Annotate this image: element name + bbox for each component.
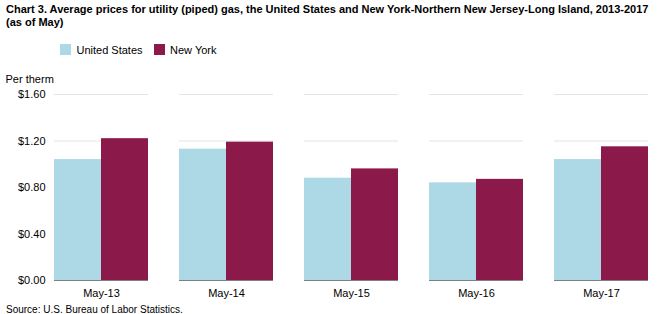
svg-text:$1.20: $1.20 xyxy=(18,134,46,146)
svg-text:May-16: May-16 xyxy=(458,287,495,299)
svg-text:$0.40: $0.40 xyxy=(18,227,46,239)
svg-text:May-15: May-15 xyxy=(333,287,370,299)
html-text:Source: U.S. Bureau of Labor S: Source: U.S. Bureau of Labor Statistics. xyxy=(6,303,183,314)
svg-text:May-13: May-13 xyxy=(83,287,120,299)
svg-text:May-14: May-14 xyxy=(208,287,245,299)
svg-text:$0.80: $0.80 xyxy=(18,181,46,193)
html-text:United States: United States xyxy=(76,43,143,56)
svg-text:Per therm: Per therm xyxy=(6,73,54,85)
svg-text:$1.60: $1.60 xyxy=(18,88,46,100)
html-text:Chart 3. Average prices for ut: Chart 3. Average prices for utility (pip… xyxy=(6,3,649,28)
svg-text:$0.00: $0.00 xyxy=(18,274,46,286)
svg-text:May-17: May-17 xyxy=(583,287,620,299)
html-text:New York: New York xyxy=(170,43,217,56)
